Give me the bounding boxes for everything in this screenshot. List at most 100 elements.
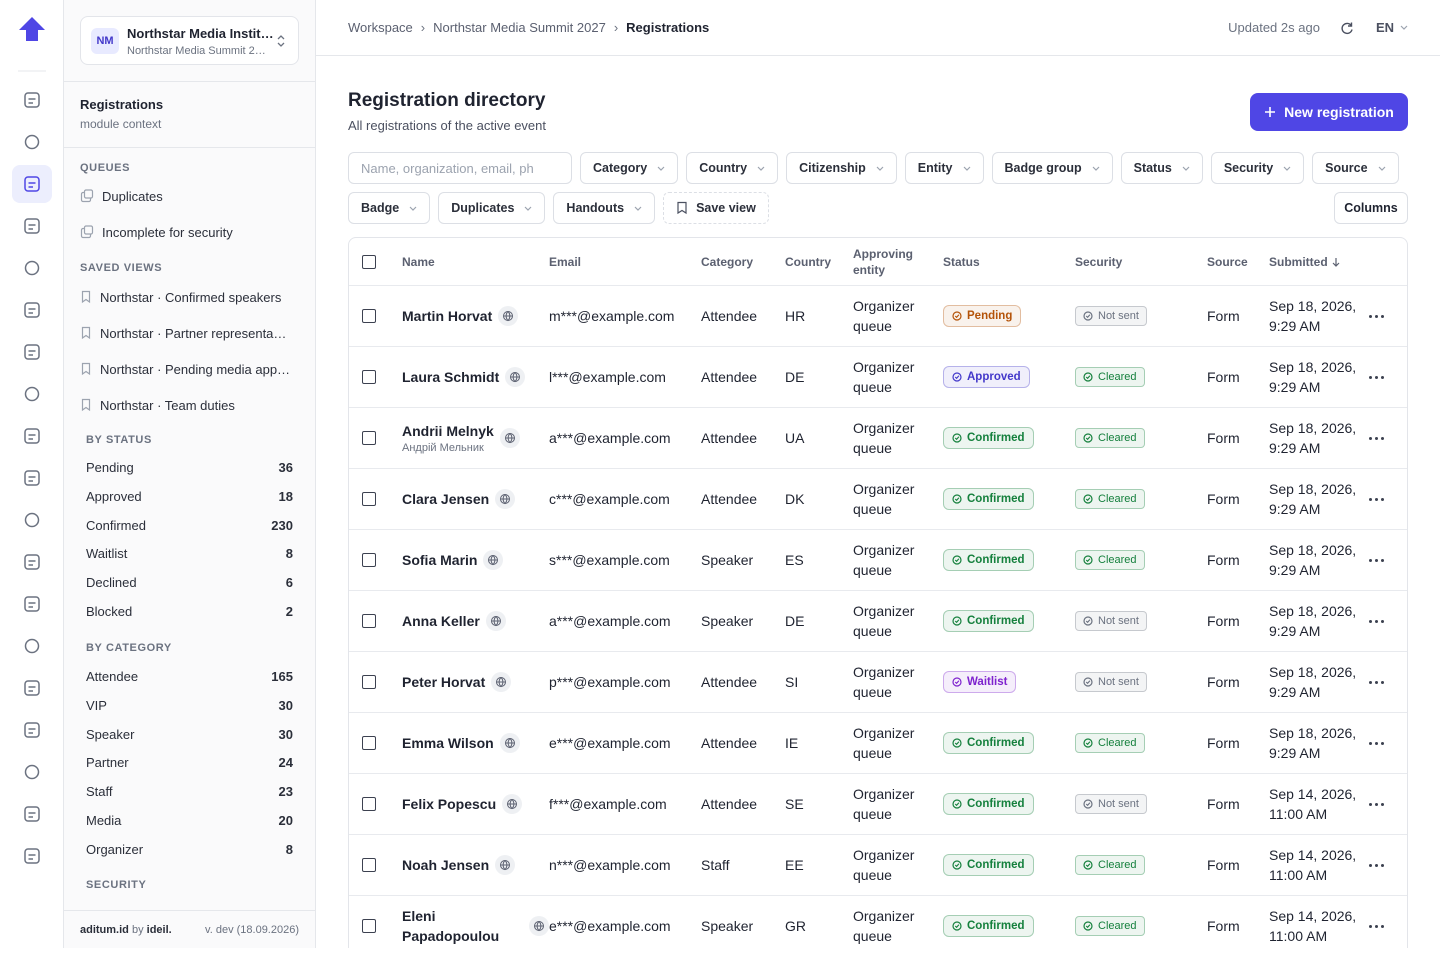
nav-icon[interactable] xyxy=(24,638,40,654)
name[interactable]: Eleni Papadopoulou xyxy=(402,908,500,944)
row-menu[interactable] xyxy=(1369,436,1407,440)
count-item[interactable]: Waitlist 8 xyxy=(86,546,293,561)
filter-button[interactable]: Citizenship xyxy=(786,152,897,184)
nav-icon[interactable] xyxy=(24,512,40,528)
nav-icon[interactable] xyxy=(24,554,40,570)
column-header[interactable]: Security xyxy=(1075,254,1207,270)
row-menu[interactable] xyxy=(1369,680,1407,684)
filter-button[interactable]: Country xyxy=(686,152,779,184)
column-header[interactable]: Source xyxy=(1207,254,1269,270)
search-input[interactable]: Name, organization, email, ph xyxy=(348,152,572,184)
name[interactable]: Anna Keller xyxy=(402,613,480,629)
saved-view[interactable]: Northstar · Partner representa… xyxy=(80,318,300,348)
event-switcher[interactable]: NM Northstar Media Instit… Northstar Med… xyxy=(80,16,299,65)
checkbox[interactable] xyxy=(362,614,376,628)
checkbox[interactable] xyxy=(362,370,376,384)
saved-view[interactable]: Northstar · Confirmed speakers xyxy=(80,282,300,312)
queue-item[interactable]: Duplicates xyxy=(80,181,300,211)
count-item[interactable]: Attendee 165 xyxy=(86,669,293,684)
column-header[interactable]: Submitted xyxy=(1269,254,1369,270)
checkbox[interactable] xyxy=(362,736,376,750)
count-item[interactable]: Media 20 xyxy=(86,813,293,828)
nav-icon[interactable] xyxy=(24,134,40,150)
row-menu[interactable] xyxy=(1369,863,1407,867)
filter-button[interactable]: Duplicates xyxy=(438,192,546,224)
count-item[interactable]: Blocked 2 xyxy=(86,604,293,619)
row-menu[interactable] xyxy=(1369,924,1407,928)
nav-icon[interactable] xyxy=(24,722,40,738)
count-item[interactable]: Confirmed 230 xyxy=(86,518,293,533)
nav-icon[interactable] xyxy=(24,470,40,486)
count-item[interactable]: Speaker 30 xyxy=(86,727,293,742)
filter-button[interactable]: Handouts xyxy=(553,192,656,224)
nav-icon[interactable] xyxy=(24,848,40,864)
name[interactable]: Emma Wilson xyxy=(402,735,494,751)
column-header[interactable]: Country xyxy=(785,254,853,270)
nav-icon[interactable] xyxy=(24,428,40,444)
language[interactable]: EN xyxy=(1376,20,1408,35)
nav-icon[interactable] xyxy=(24,344,40,360)
name[interactable]: Andrii Melnyk xyxy=(402,423,494,439)
count-item[interactable]: VIP 30 xyxy=(86,698,293,713)
count-item[interactable]: Approved 18 xyxy=(86,489,293,504)
row-menu[interactable] xyxy=(1369,741,1407,745)
filter-button[interactable]: Security xyxy=(1210,152,1305,184)
breadcrumb[interactable]: Northstar Media Summit 2027 xyxy=(433,20,606,35)
row-menu[interactable] xyxy=(1369,497,1407,501)
checkbox[interactable] xyxy=(362,553,376,567)
checkbox[interactable] xyxy=(362,254,376,269)
nav-icon[interactable] xyxy=(24,92,40,108)
count-item[interactable]: Declined 6 xyxy=(86,575,293,590)
column-header[interactable]: Status xyxy=(943,254,1075,270)
name[interactable]: Martin Horvat xyxy=(402,308,493,324)
checkbox[interactable] xyxy=(362,675,376,689)
nav-icon[interactable] xyxy=(24,260,40,276)
nav-icon[interactable] xyxy=(24,806,40,822)
queue-item[interactable]: Incomplete for security xyxy=(80,217,300,247)
column-header[interactable]: Email xyxy=(549,254,701,270)
nav-icon[interactable] xyxy=(24,764,40,780)
filter-button[interactable]: Entity xyxy=(904,152,984,184)
name[interactable]: Sofia Marin xyxy=(402,552,478,568)
filter-button[interactable]: Source xyxy=(1312,152,1399,184)
column-header[interactable]: Category xyxy=(701,254,785,270)
saved-view[interactable]: Northstar · Team duties xyxy=(80,390,300,420)
count-item[interactable]: Partner 24 xyxy=(86,755,293,770)
row-menu[interactable] xyxy=(1369,802,1407,806)
checkbox[interactable] xyxy=(362,858,376,872)
count-item[interactable]: Staff 23 xyxy=(86,784,293,799)
refresh-icon[interactable] xyxy=(1340,21,1354,35)
checkbox[interactable] xyxy=(362,309,376,323)
saved-view[interactable]: Northstar · Pending media app… xyxy=(80,354,300,384)
filter-button[interactable]: Status xyxy=(1120,152,1203,184)
count-item[interactable]: Organizer 8 xyxy=(86,842,293,857)
save-view-button[interactable]: Save view xyxy=(663,192,769,224)
filter-button[interactable]: Badge group xyxy=(991,152,1113,184)
new-registration-button[interactable]: New registration xyxy=(1250,93,1408,131)
count-item[interactable]: Pending 36 xyxy=(86,460,293,475)
row-menu[interactable] xyxy=(1369,375,1407,379)
column-header[interactable]: Name xyxy=(402,254,549,270)
name[interactable]: Noah Jensen xyxy=(402,857,490,873)
row-menu[interactable] xyxy=(1369,314,1407,318)
row-menu[interactable] xyxy=(1369,619,1407,623)
checkbox[interactable] xyxy=(362,431,376,445)
nav-icon[interactable] xyxy=(24,176,40,192)
nav-icon[interactable] xyxy=(24,596,40,612)
nav-icon[interactable] xyxy=(24,218,40,234)
nav-icon[interactable] xyxy=(24,386,40,402)
name[interactable]: Clara Jensen xyxy=(402,491,490,507)
breadcrumb[interactable]: Workspace xyxy=(348,20,413,35)
nav-icon[interactable] xyxy=(24,680,40,696)
name[interactable]: Peter Horvat xyxy=(402,674,486,690)
name[interactable]: Felix Popescu xyxy=(402,796,497,812)
checkbox[interactable] xyxy=(362,797,376,811)
filter-button[interactable]: Badge xyxy=(348,192,431,224)
row-menu[interactable] xyxy=(1369,558,1407,562)
checkbox[interactable] xyxy=(362,919,376,933)
name[interactable]: Laura Schmidt xyxy=(402,369,500,385)
nav-icon[interactable] xyxy=(24,302,40,318)
column-header[interactable]: Approving entity xyxy=(853,246,943,278)
checkbox[interactable] xyxy=(362,492,376,506)
columns-button[interactable]: Columns xyxy=(1334,192,1408,224)
